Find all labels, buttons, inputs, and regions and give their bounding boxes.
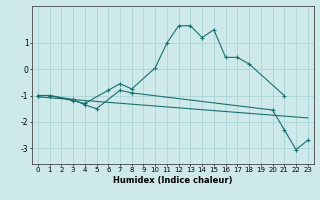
X-axis label: Humidex (Indice chaleur): Humidex (Indice chaleur)	[113, 176, 233, 185]
